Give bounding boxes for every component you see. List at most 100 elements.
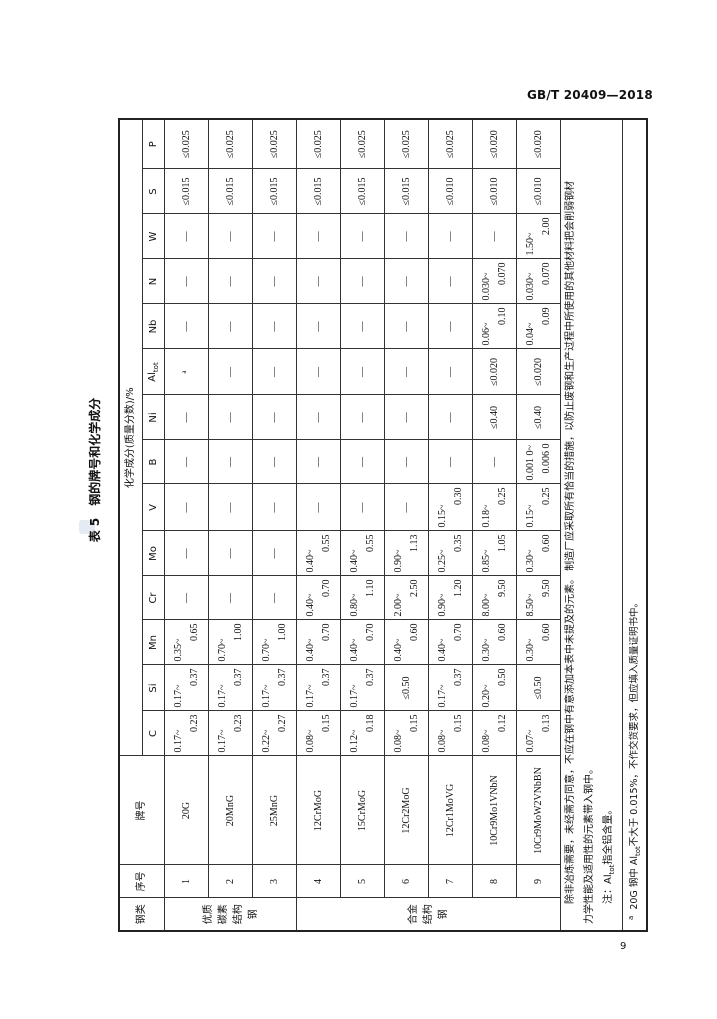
header-element-n: N xyxy=(142,259,165,304)
range-max: 0.60 xyxy=(540,623,552,642)
range-max: 1.00 xyxy=(232,623,244,642)
range-max: 2.00 xyxy=(540,217,552,236)
value-s: ≤0.015 xyxy=(208,169,253,214)
range-min: 0.04~ xyxy=(525,322,536,346)
range-min: 0.15~ xyxy=(525,504,536,528)
range-min: 0.25~ xyxy=(437,549,448,573)
value-c: 0.08~ 0.12 xyxy=(472,711,517,756)
range: 0.030~ 0.070 xyxy=(481,260,508,304)
row-number: 8 xyxy=(472,865,517,898)
steel-grade: 12Cr2MoG xyxy=(384,756,429,865)
range-max: 0.50 xyxy=(496,668,508,687)
range-min: 0.17~ xyxy=(261,684,272,708)
value-cr: — xyxy=(208,576,253,620)
range-max: 0.35 xyxy=(452,534,464,553)
value-n: — xyxy=(296,259,341,304)
value-b: — xyxy=(164,440,209,484)
value-cr: — xyxy=(252,576,297,620)
note-line-1: 除非冶炼需要，未经需方同意，不应在钢中有意添加本表中未提及的元素。 制造厂应采取… xyxy=(565,180,576,904)
range-max: 0.27 xyxy=(276,714,288,733)
category-line: 优质 xyxy=(202,904,214,925)
element-symbol: Ni xyxy=(147,412,159,423)
range-max: 0.23 xyxy=(232,714,244,733)
range-min: 0.18~ xyxy=(481,504,492,528)
range-min: 0.40~ xyxy=(305,549,316,573)
table-notes: 除非冶炼需要，未经需方同意，不应在钢中有意添加本表中未提及的元素。 制造厂应采取… xyxy=(560,118,623,931)
range-max: 0.006 0 xyxy=(540,443,552,474)
value-ni: ≤0.40 xyxy=(472,395,517,440)
range-min: 0.15~ xyxy=(437,504,448,528)
value-n: — xyxy=(208,259,253,304)
row-number: 6 xyxy=(384,865,429,898)
range: 0.30~ 0.60 xyxy=(481,621,508,665)
range-max: 0.15 xyxy=(408,714,420,733)
footnote-mark: a xyxy=(626,915,635,920)
value-s: ≤0.015 xyxy=(164,169,209,214)
element-symbol: C xyxy=(147,730,159,737)
note-suffix: 指全铝含量。 xyxy=(603,804,614,865)
value-p: ≤0.025 xyxy=(296,118,341,169)
range-max: 9.50 xyxy=(496,579,508,598)
row-number: 2 xyxy=(208,865,253,898)
value-c: 0.12~ 0.18 xyxy=(340,711,385,756)
value-si: 0.17~ 0.37 xyxy=(252,665,297,711)
value-al: — xyxy=(340,349,385,395)
range-min: 0.17~ xyxy=(173,729,184,753)
range: 0.18~ 0.25 xyxy=(481,485,508,531)
standard-code: GB/T 20409—2018 xyxy=(527,88,653,102)
value-al: — xyxy=(252,349,297,395)
range: 0.40~ 0.70 xyxy=(349,621,376,665)
header-element-c: C xyxy=(142,711,165,756)
row-number: 9 xyxy=(516,865,561,898)
value-nb: — xyxy=(252,304,297,349)
range-min: 0.40~ xyxy=(305,593,316,617)
element-symbol: Nb xyxy=(147,319,159,334)
value-w: — xyxy=(472,214,517,259)
range-max: 0.18 xyxy=(364,714,376,733)
range-max: 0.13 xyxy=(540,714,552,733)
range-min: 0.17~ xyxy=(173,684,184,708)
range: 0.08~ 0.15 xyxy=(305,712,332,756)
value-cr: 0.80~ 1.10 xyxy=(340,576,385,620)
value-mo: 0.40~ 0.55 xyxy=(340,531,385,576)
value-b: — xyxy=(340,440,385,484)
range: 0.70~ 1.00 xyxy=(217,621,244,665)
range: 0.030~ 0.070 xyxy=(525,260,552,304)
value-si: 0.20~ 0.50 xyxy=(472,665,517,711)
value-si: 0.17~ 0.37 xyxy=(164,665,209,711)
header-element-mo: Mo xyxy=(142,531,165,576)
element-symbol: P xyxy=(147,141,159,148)
range-max: 1.13 xyxy=(408,534,420,553)
steel-grade: 12Cr1MoVG xyxy=(428,756,473,865)
range: 0.08~ 0.15 xyxy=(393,712,420,756)
range-max: 0.55 xyxy=(364,534,376,553)
category-line: 钢 xyxy=(247,909,259,920)
value-v: — xyxy=(384,484,429,531)
steel-grade: 20G xyxy=(164,756,209,865)
range: 0.20~ 0.50 xyxy=(481,666,508,711)
value-al: — xyxy=(428,349,473,395)
value-n: 0.030~ 0.070 xyxy=(472,259,517,304)
category-line: 碳素 xyxy=(217,904,229,925)
range: 2.00~ 2.50 xyxy=(393,577,420,620)
value-w: 1.50~ 2.00 xyxy=(516,214,561,259)
range-max: 0.70 xyxy=(320,623,332,642)
range: 0.001 0~ 0.006 0 xyxy=(525,441,552,484)
range: 0.04~ 0.09 xyxy=(525,305,552,349)
range-max: 0.60 xyxy=(408,623,420,642)
range-max: 0.25 xyxy=(496,487,508,506)
value-al: ≤0.020 xyxy=(516,349,561,395)
value-ni: — xyxy=(296,395,341,440)
range: 0.30~ 0.60 xyxy=(525,621,552,665)
range-min: 0.001 0~ xyxy=(525,445,536,481)
value-v: — xyxy=(340,484,385,531)
footnote-sub: tot xyxy=(634,846,642,857)
range: 0.07~ 0.13 xyxy=(525,712,552,756)
range-max: 0.37 xyxy=(232,668,244,687)
range-min: 0.80~ xyxy=(349,593,360,617)
range: 0.15~ 0.25 xyxy=(525,485,552,531)
range-max: 0.60 xyxy=(496,623,508,642)
value-nb: — xyxy=(384,304,429,349)
range-min: 0.35~ xyxy=(173,638,184,662)
range-min: 0.08~ xyxy=(393,729,404,753)
